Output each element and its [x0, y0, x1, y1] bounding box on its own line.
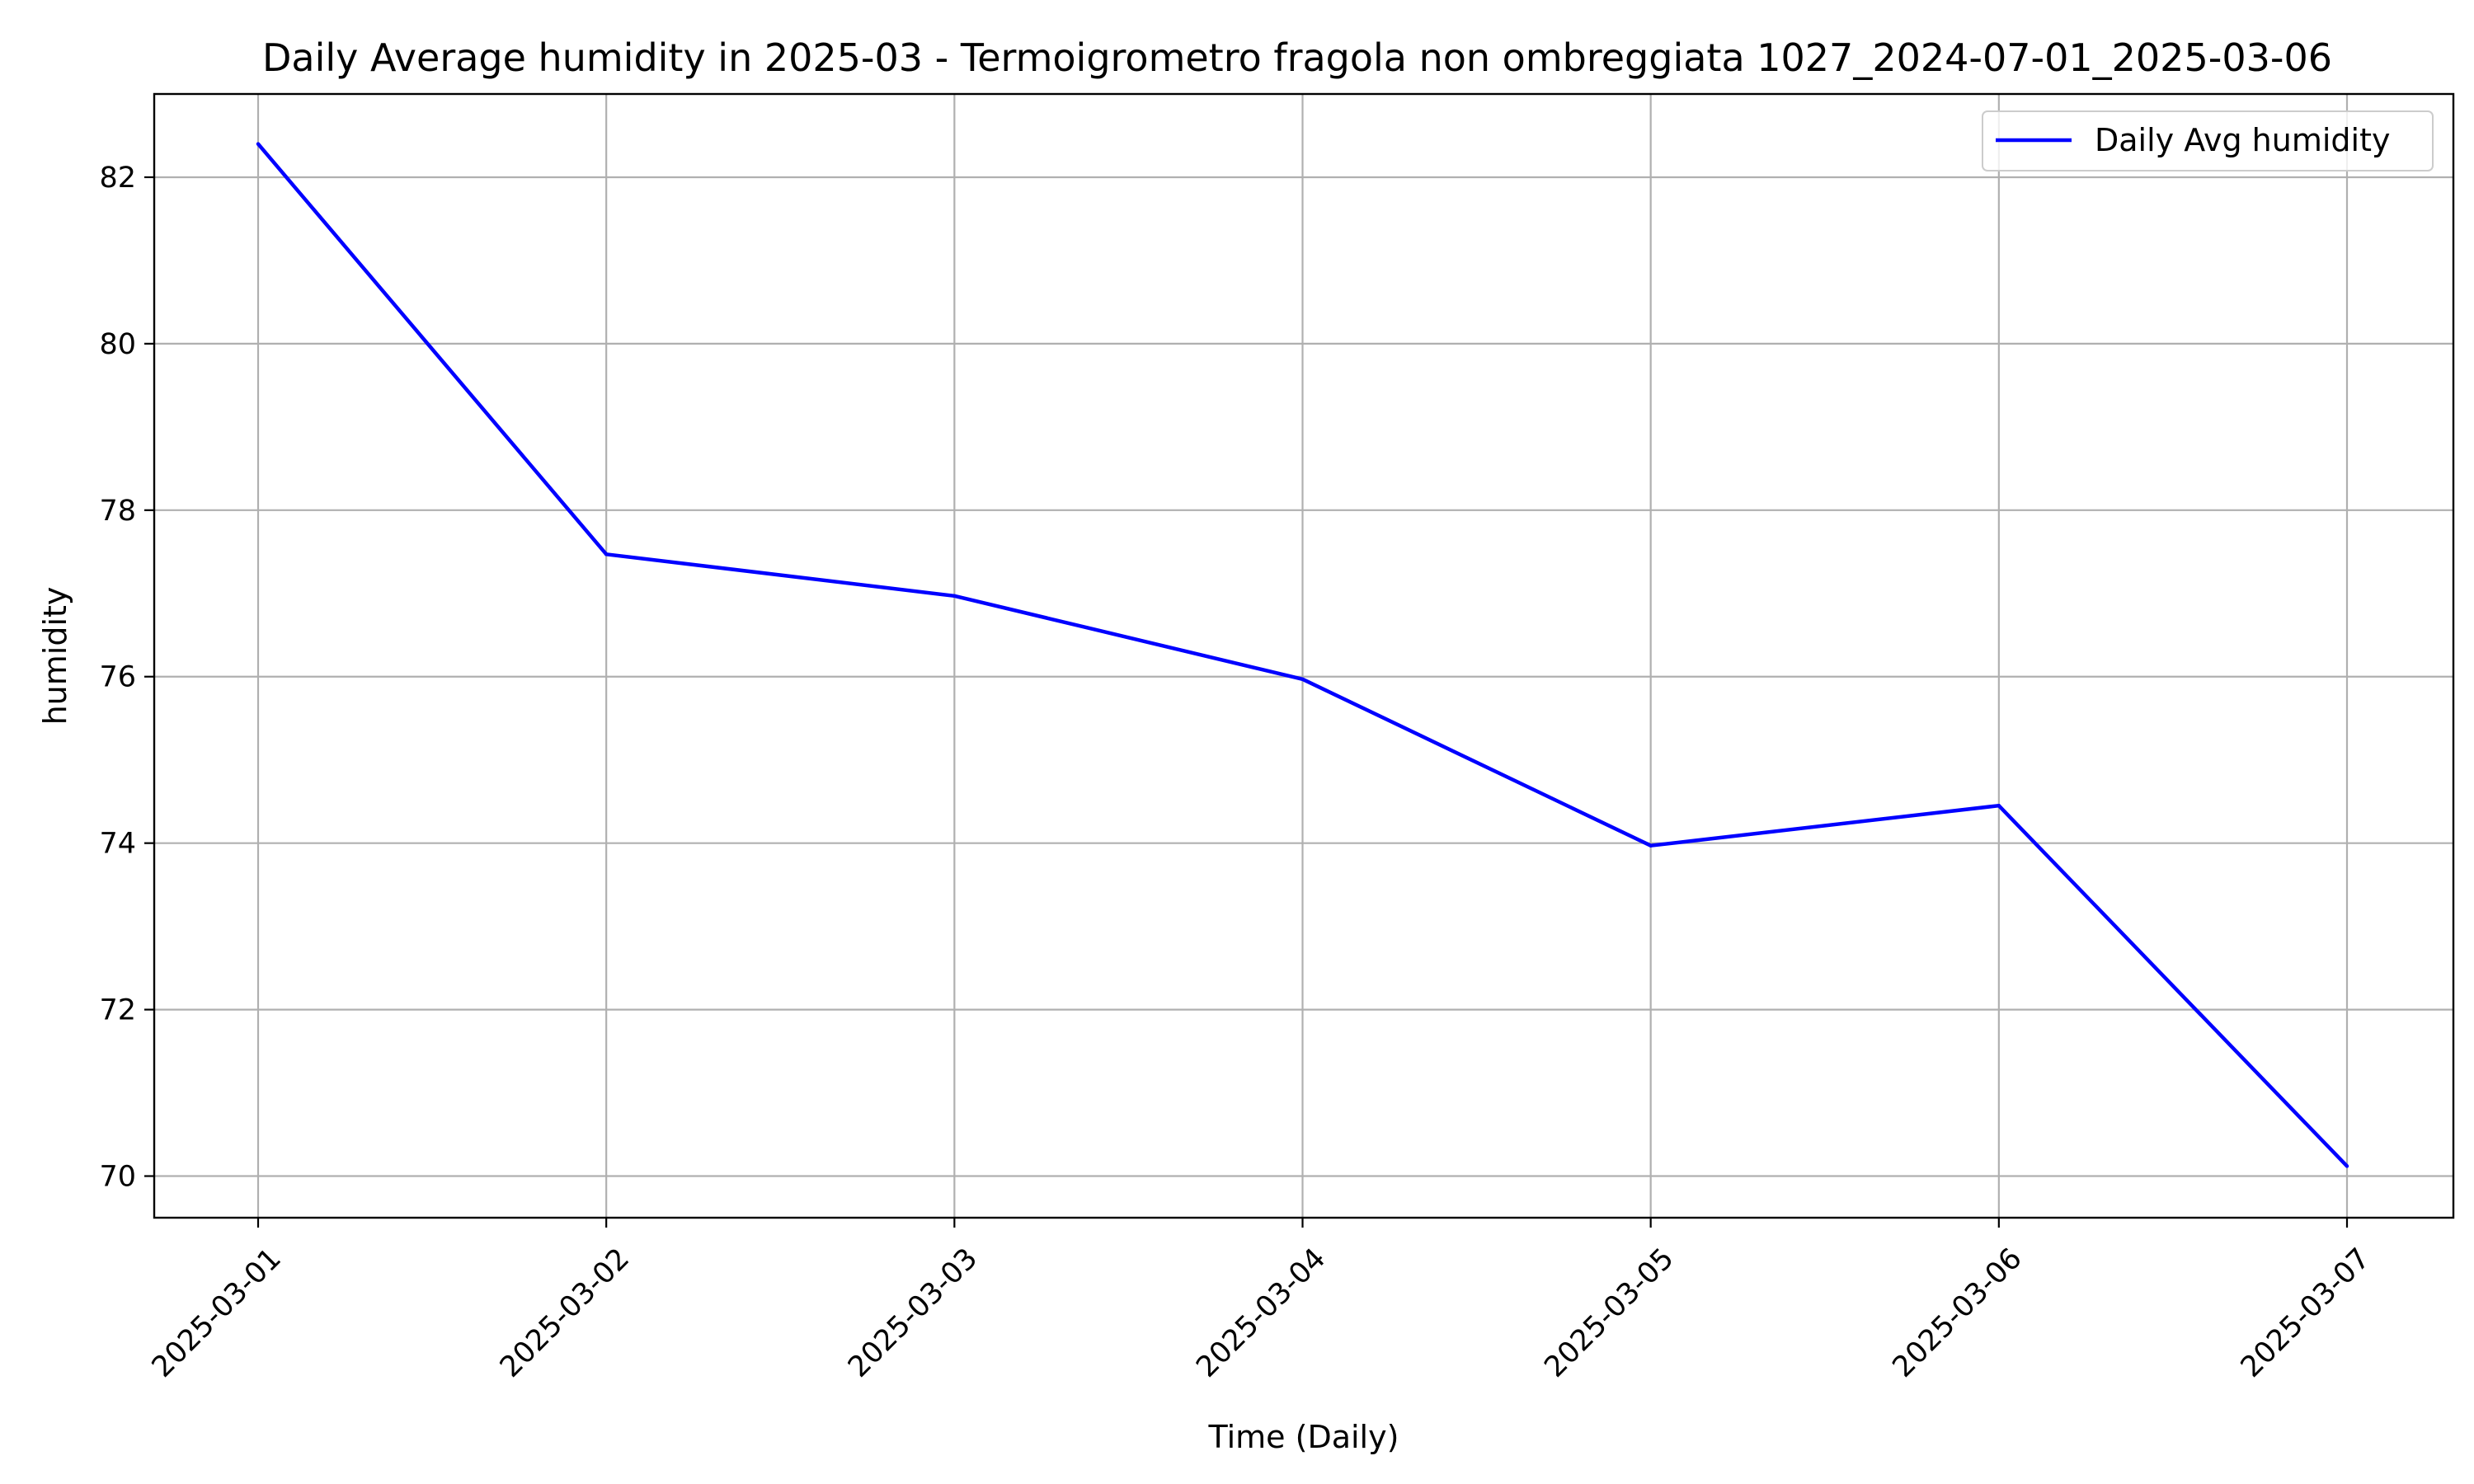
legend-box: [1982, 110, 2434, 171]
y-tick-label: 82: [99, 162, 136, 195]
data-point: [952, 594, 957, 599]
grid-layer: [154, 94, 2453, 1218]
x-tick-label: 2025-03-05: [1538, 1242, 1680, 1384]
data-point: [1649, 843, 1653, 848]
y-tick-label: 74: [99, 828, 136, 861]
legend-label: Daily Avg humidity: [2095, 122, 2391, 158]
y-tick-label: 78: [99, 495, 136, 528]
x-tick-label: 2025-03-01: [146, 1242, 288, 1384]
x-tick-label: 2025-03-07: [2235, 1242, 2377, 1384]
x-tick-label: 2025-03-06: [1887, 1242, 2029, 1384]
x-axis-label: Time (Daily): [1208, 1419, 1399, 1455]
series-layer: [256, 142, 2349, 1168]
data-point: [1997, 804, 2001, 808]
y-tick-label: 80: [99, 328, 136, 361]
ticks-layer: 2025-03-01 2025-03-02 2025-03-03 2025-03-04…: [99, 162, 2376, 1384]
y-tick-label: 76: [99, 661, 136, 694]
data-point: [1300, 677, 1305, 681]
x-tick-label: 2025-03-03: [842, 1242, 984, 1384]
legend: Daily Avg humidity: [1982, 110, 2434, 171]
x-tick-label: 2025-03-04: [1190, 1242, 1332, 1384]
chart-title: Daily Average humidity in 2025-03 - Term…: [262, 35, 2332, 80]
x-tick-label: 2025-03-02: [494, 1242, 636, 1384]
data-point: [256, 142, 261, 146]
axes-frame: [153, 92, 2455, 1219]
data-point: [2345, 1164, 2349, 1168]
y-axis-label: humidity: [37, 587, 73, 726]
y-tick-label: 70: [99, 1161, 136, 1194]
data-point: [604, 552, 609, 556]
y-tick-label: 72: [99, 994, 136, 1027]
